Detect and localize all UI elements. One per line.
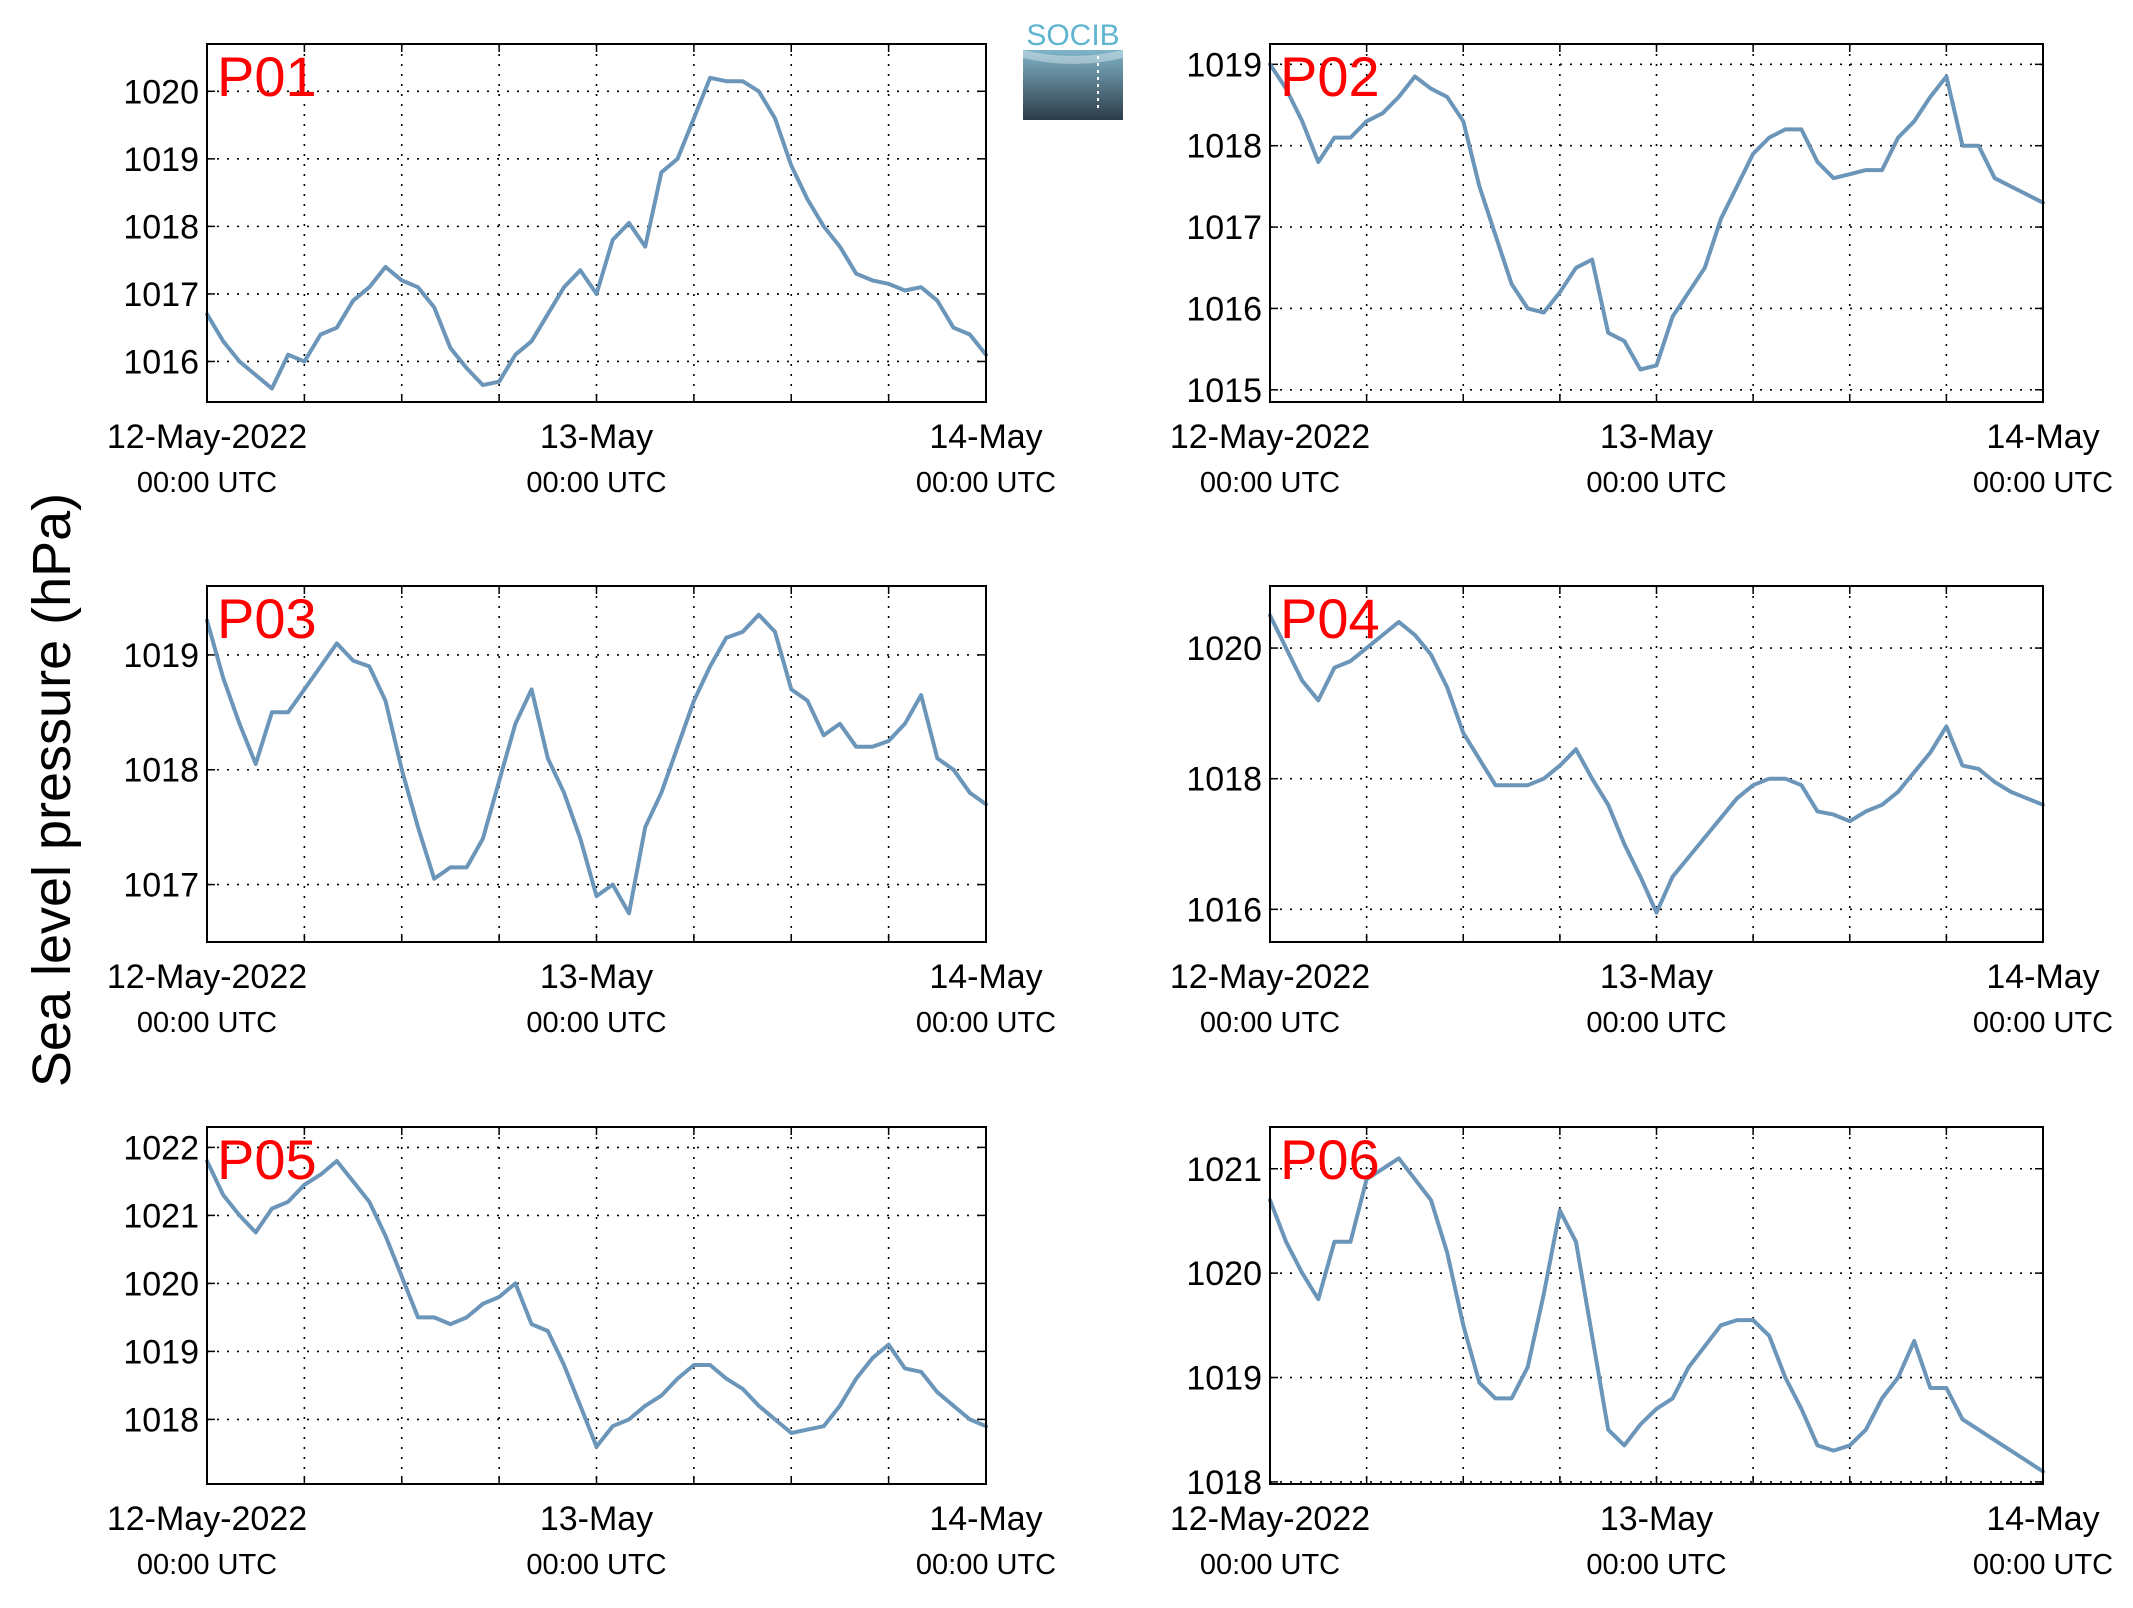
y-tick-label: 1019 [1186,46,1262,84]
chart-panel-p04: 1016 1018 1020 12-May-2022 00:00 UTC 13-May 00… [1170,585,2113,1039]
x-tick-label-date: 14-May [1986,958,2099,996]
x-tick-label-date: 14-May [929,1500,1042,1538]
y-tick-label: 1019 [1186,1360,1262,1398]
x-tick-label-time: 00:00 UTC [137,1007,277,1039]
x-tick-label-date: 14-May [1986,418,2099,456]
series-line-p03 [205,612,988,916]
y-tick-label: 1018 [1186,1464,1262,1502]
series-line-p04 [1268,613,2045,915]
x-tick-label-time: 00:00 UTC [916,1549,1056,1581]
y-tick-label: 1018 [123,1401,199,1439]
x-tick-label-date: 12-May-2022 [1170,1500,1370,1538]
x-tick-label-date: 14-May [1986,1500,2099,1538]
y-tick-label: 1016 [1186,891,1262,929]
x-tick-label-time: 00:00 UTC [137,1549,277,1581]
plot-frame [1269,43,2044,403]
y-tick-label: 1018 [123,752,199,790]
y-tick-label: 1020 [1186,630,1262,668]
series-line-p05 [205,1159,988,1449]
plot-frame [1269,1126,2044,1485]
plot-frame [206,1126,987,1485]
y-tick-label: 1018 [123,208,199,246]
station-label: P04 [1280,587,1380,650]
station-label: P02 [1280,45,1380,108]
x-tick-label-date: 12-May-2022 [1170,958,1370,996]
y-tick-label: 1015 [1186,372,1262,410]
plot-frame [206,585,987,943]
x-tick-label-date: 13-May [1600,418,1713,456]
x-tick-label-time: 00:00 UTC [916,467,1056,499]
chart-panel-p03: 1017 1018 1019 12-May-2022 00:00 UTC 13-May 00… [107,585,1056,1039]
x-tick-label-time: 00:00 UTC [1200,1007,1340,1039]
y-tick-label: 1019 [123,141,199,179]
x-tick-label-date: 12-May-2022 [1170,418,1370,456]
x-tick-label-time: 00:00 UTC [526,1007,666,1039]
y-axis-label: Sea level pressure (hPa) [22,493,82,1087]
station-label: P03 [217,587,317,650]
y-tick-label: 1020 [1186,1255,1262,1293]
x-tick-label-time: 00:00 UTC [526,467,666,499]
x-tick-label-time: 00:00 UTC [526,1549,666,1581]
y-tick-label: 1017 [1186,209,1262,247]
y-tick-label: 1016 [1186,290,1262,328]
y-tick-label: 1019 [123,637,199,675]
x-tick-label-date: 12-May-2022 [107,418,307,456]
x-tick-label-date: 14-May [929,958,1042,996]
y-tick-label: 1017 [123,276,199,314]
x-tick-label-time: 00:00 UTC [1973,467,2113,499]
y-tick-label: 1020 [123,1265,199,1303]
y-tick-label: 1022 [123,1129,199,1167]
x-tick-label-date: 13-May [540,1500,653,1538]
x-tick-label-time: 00:00 UTC [916,1007,1056,1039]
x-tick-label-date: 12-May-2022 [107,958,307,996]
x-tick-label-time: 00:00 UTC [1973,1007,2113,1039]
x-tick-label-time: 00:00 UTC [1200,1549,1340,1581]
x-tick-label-time: 00:00 UTC [137,467,277,499]
y-tick-label: 1019 [123,1333,199,1371]
y-tick-label: 1020 [123,73,199,111]
x-tick-label-time: 00:00 UTC [1586,1007,1726,1039]
x-tick-label-date: 13-May [1600,958,1713,996]
series-line-p02 [1268,62,2045,372]
x-tick-label-time: 00:00 UTC [1586,467,1726,499]
y-tick-label: 1017 [123,867,199,905]
plot-frame [1269,585,2044,943]
chart-panel-p02: 1015 1016 1017 1018 1019 12-May-2022 00:00 UTC… [1170,43,2113,499]
socib-logo: SOCIB [1023,19,1123,120]
logo-text: SOCIB [1026,19,1119,52]
y-tick-label: 1021 [1186,1151,1262,1189]
x-tick-label-time: 00:00 UTC [1973,1549,2113,1581]
chart-panel-p05: 1018 1019 1020 1021 1022 12-May-2022 00:00 UTC… [107,1126,1056,1581]
x-tick-label-date: 14-May [929,418,1042,456]
y-tick-label: 1018 [1186,128,1262,166]
x-tick-label-date: 13-May [540,958,653,996]
chart-panel-p01: 1016 1017 1018 1019 1020 12-May-2022 00:00 UTC… [107,43,1056,499]
series-line-p06 [1268,1156,2045,1474]
station-label: P05 [217,1128,317,1191]
x-tick-label-time: 00:00 UTC [1200,467,1340,499]
chart-panel-p06: 1018 1019 1020 1021 12-May-2022 00:00 UTC 13-M… [1170,1126,2113,1581]
x-tick-label-date: 12-May-2022 [107,1500,307,1538]
series-line-p01 [205,75,988,391]
y-tick-label: 1016 [123,343,199,381]
y-tick-label: 1021 [123,1197,199,1235]
station-label: P01 [217,45,317,108]
station-label: P06 [1280,1128,1380,1191]
y-tick-label: 1018 [1186,761,1262,799]
x-tick-label-date: 13-May [540,418,653,456]
x-tick-label-date: 13-May [1600,1500,1713,1538]
plot-frame [206,43,987,403]
x-tick-label-time: 00:00 UTC [1586,1549,1726,1581]
